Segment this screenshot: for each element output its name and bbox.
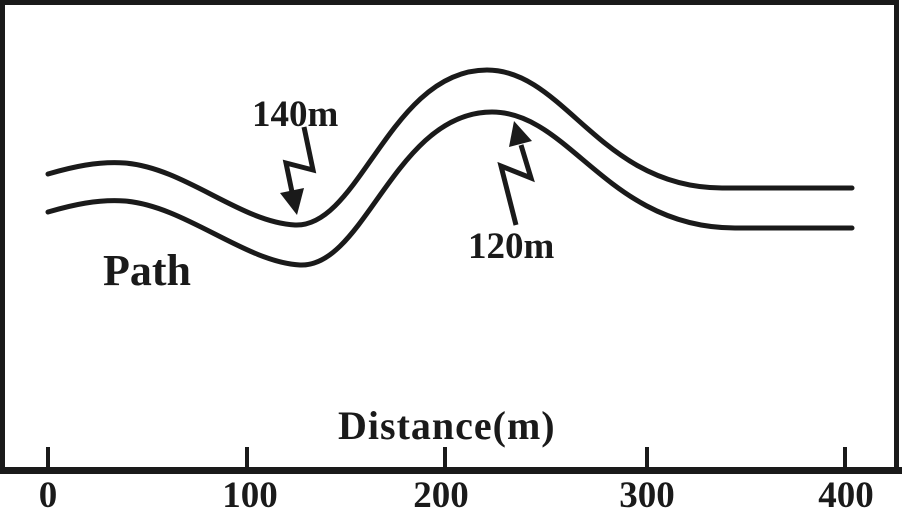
path-lower-edge-curve — [45, 109, 855, 268]
zigzag-arrow-140m — [280, 126, 317, 215]
zigzag-arrow-140m-shaft — [282, 126, 317, 193]
axis-tick-marks — [46, 447, 847, 468]
annotation-140m-label: 140m — [252, 94, 339, 135]
path-upper-edge-curve — [45, 67, 855, 228]
axis-title: Distance(m) — [338, 403, 556, 448]
path-label: Path — [103, 246, 191, 295]
tick-label-400: 400 — [818, 475, 874, 516]
zigzag-arrow-140m-head — [280, 188, 304, 215]
tick-label-0: 0 — [38, 475, 58, 516]
tick-label-100: 100 — [222, 475, 278, 516]
zigzag-arrow-120m — [497, 121, 535, 226]
zigzag-arrow-120m-shaft — [497, 144, 535, 226]
zigzag-arrow-120m-head — [509, 121, 532, 147]
annotation-120m-label: 120m — [468, 226, 555, 267]
tick-label-300: 300 — [619, 475, 675, 516]
figure-frame — [0, 0, 899, 472]
tick-label-200: 200 — [413, 475, 469, 516]
